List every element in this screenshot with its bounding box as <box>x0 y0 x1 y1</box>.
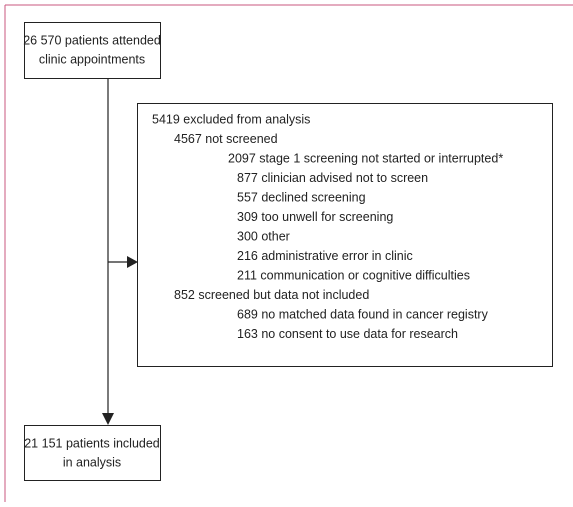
excluded-line: 163 no consent to use data for research <box>237 327 458 341</box>
excluded-line: 852 screened but data not included <box>174 288 369 302</box>
excluded-line: 2097 stage 1 screening not started or in… <box>228 151 503 165</box>
arrow-head <box>102 413 114 425</box>
excluded-line: 877 clinician advised not to screen <box>237 171 428 185</box>
included-box <box>24 425 161 481</box>
start-box <box>24 22 161 79</box>
excluded-list: 5419 excluded from analysis 4567 not scre… <box>152 112 503 341</box>
excluded-line: 216 administrative error in clinic <box>237 249 413 263</box>
excluded-line: 4567 not screened <box>174 132 278 146</box>
excluded-line: 300 other <box>237 229 290 243</box>
excluded-line: 689 no matched data found in cancer regi… <box>237 307 489 321</box>
box-text: clinic appointments <box>39 52 145 66</box>
box-text: in analysis <box>63 455 121 469</box>
box-text: 26 570 patients attended <box>23 33 161 47</box>
excluded-line: 309 too unwell for screening <box>237 210 393 224</box>
excluded-line: 557 declined screening <box>237 190 366 204</box>
excluded-line: 211 communication or cognitive difficult… <box>237 268 470 282</box>
box-text: 21 151 patients included <box>24 436 160 450</box>
excluded-box <box>137 103 553 367</box>
excluded-line: 5419 excluded from analysis <box>152 112 310 126</box>
arrow-head <box>127 256 138 268</box>
